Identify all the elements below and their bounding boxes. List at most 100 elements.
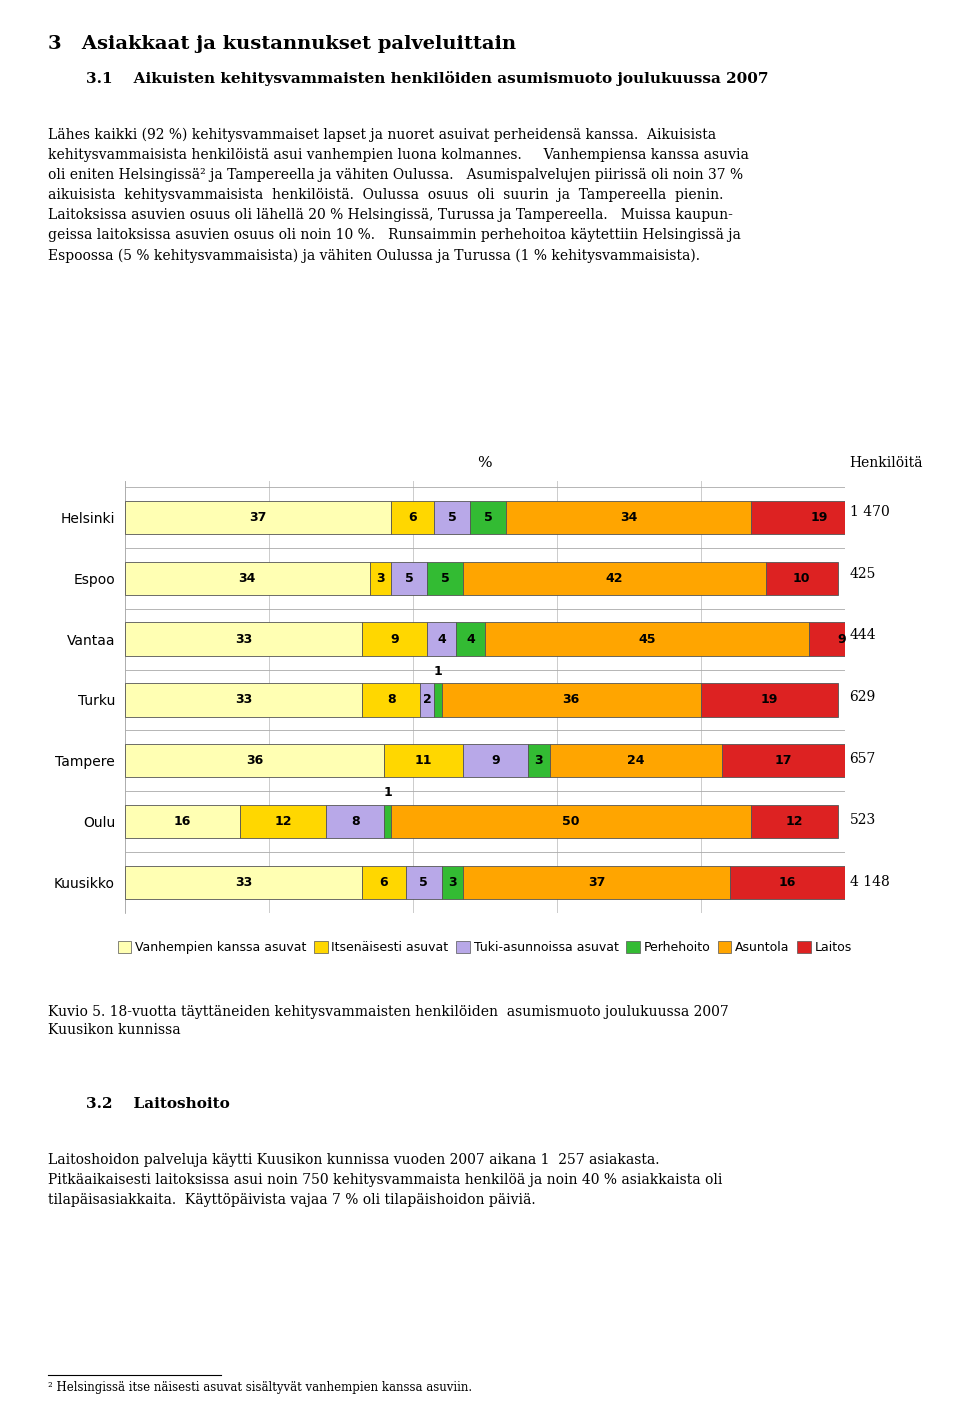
Text: 3: 3 (376, 572, 385, 584)
Text: 34: 34 (620, 511, 637, 524)
Bar (434, 501, 470, 535)
Text: %: % (477, 456, 492, 470)
Text: 9: 9 (391, 633, 399, 645)
Text: 16: 16 (174, 815, 191, 828)
Bar (470, 501, 507, 535)
Bar (392, 562, 427, 596)
Text: 36: 36 (246, 754, 263, 767)
Text: ² Helsingissä itse näisesti asuvat sisältyvät vanhempien kanssa asuviin.: ² Helsingissä itse näisesti asuvat sisäl… (48, 1381, 472, 1394)
Text: 19: 19 (760, 693, 778, 706)
Text: Henkilöitä: Henkilöitä (850, 456, 924, 470)
Bar (766, 562, 838, 596)
Bar (442, 683, 701, 716)
Text: 5: 5 (405, 572, 414, 584)
Text: 33: 33 (235, 693, 252, 706)
Text: 3.1    Aikuisten kehitysvammaisten henkilöiden asumismuoto joulukuussa 2007: 3.1 Aikuisten kehitysvammaisten henkilöi… (86, 71, 769, 86)
Text: 3   Asiakkaat ja kustannukset palveluittain: 3 Asiakkaat ja kustannukset palveluittai… (48, 35, 516, 54)
Text: 657: 657 (850, 751, 876, 766)
Bar (434, 683, 442, 716)
Text: 12: 12 (275, 815, 292, 828)
Text: 3: 3 (535, 754, 543, 767)
Bar (427, 562, 464, 596)
Text: 11: 11 (415, 754, 432, 767)
Text: 4 148: 4 148 (850, 874, 889, 889)
Bar (384, 744, 463, 777)
Bar (464, 562, 766, 596)
Bar (125, 744, 384, 777)
Text: 10: 10 (793, 572, 810, 584)
Bar (125, 501, 392, 535)
Text: 1: 1 (383, 787, 392, 799)
Bar (370, 562, 392, 596)
Text: 8: 8 (351, 815, 359, 828)
Text: 5: 5 (484, 511, 492, 524)
Text: 45: 45 (638, 633, 656, 645)
Text: 2: 2 (422, 693, 432, 706)
Bar (730, 866, 845, 899)
Text: 16: 16 (779, 876, 796, 889)
Text: Laitoshoidon palveluja käytti Kuusikon kunnissa vuoden 2007 aikana 1  257 asiaka: Laitoshoidon palveluja käytti Kuusikon k… (48, 1153, 722, 1207)
Text: 5: 5 (441, 572, 449, 584)
Bar (752, 805, 837, 838)
Text: 19: 19 (811, 511, 828, 524)
Bar (362, 623, 427, 657)
Bar (240, 805, 326, 838)
Text: 37: 37 (588, 876, 605, 889)
Text: 4: 4 (466, 633, 475, 645)
Text: 6: 6 (409, 511, 417, 524)
Text: 4: 4 (437, 633, 446, 645)
Bar (384, 805, 392, 838)
Bar (125, 562, 370, 596)
Bar (427, 623, 456, 657)
Text: 33: 33 (235, 633, 252, 645)
Text: 425: 425 (850, 566, 876, 580)
Bar (464, 866, 730, 899)
Bar (125, 805, 240, 838)
Text: 9: 9 (492, 754, 500, 767)
Bar (392, 805, 752, 838)
Text: 12: 12 (785, 815, 804, 828)
Text: 17: 17 (775, 754, 792, 767)
Text: 444: 444 (850, 628, 876, 642)
Legend: Vanhempien kanssa asuvat, Itsenäisesti asuvat, Tuki-asunnoissa asuvat, Perhehoit: Vanhempien kanssa asuvat, Itsenäisesti a… (112, 937, 857, 959)
Bar (392, 501, 434, 535)
Text: 6: 6 (380, 876, 388, 889)
Text: 24: 24 (627, 754, 645, 767)
Bar (456, 623, 485, 657)
Text: 1: 1 (434, 665, 443, 678)
Bar (464, 744, 528, 777)
Text: 5: 5 (448, 511, 457, 524)
Text: 33: 33 (235, 876, 252, 889)
Bar (125, 866, 362, 899)
Text: 5: 5 (420, 876, 428, 889)
Bar (808, 623, 874, 657)
Bar (362, 683, 420, 716)
Bar (442, 866, 464, 899)
Bar (406, 866, 442, 899)
Bar (362, 866, 405, 899)
Text: 3: 3 (448, 876, 457, 889)
Text: 36: 36 (563, 693, 580, 706)
Bar (701, 683, 837, 716)
Bar (125, 623, 362, 657)
Text: Lähes kaikki (92 %) kehitysvammaiset lapset ja nuoret asuivat perheidensä kanssa: Lähes kaikki (92 %) kehitysvammaiset lap… (48, 127, 749, 263)
Bar (326, 805, 384, 838)
Text: 50: 50 (563, 815, 580, 828)
Bar (549, 744, 723, 777)
Text: 629: 629 (850, 691, 876, 703)
Bar (485, 623, 808, 657)
Text: 42: 42 (606, 572, 623, 584)
Text: 523: 523 (850, 814, 876, 828)
Bar (125, 683, 362, 716)
Text: 1 470: 1 470 (850, 505, 889, 519)
Text: 3.2    Laitoshoito: 3.2 Laitoshoito (86, 1097, 230, 1111)
Bar (507, 501, 752, 535)
Bar (420, 683, 434, 716)
Text: 37: 37 (250, 511, 267, 524)
Text: 8: 8 (387, 693, 396, 706)
Text: 9: 9 (837, 633, 846, 645)
Text: Kuvio 5. 18-vuotta täyttäneiden kehitysvammaisten henkilöiden  asumismuoto joulu: Kuvio 5. 18-vuotta täyttäneiden kehitysv… (48, 1005, 729, 1037)
Text: 34: 34 (238, 572, 256, 584)
Bar (752, 501, 888, 535)
Bar (723, 744, 845, 777)
